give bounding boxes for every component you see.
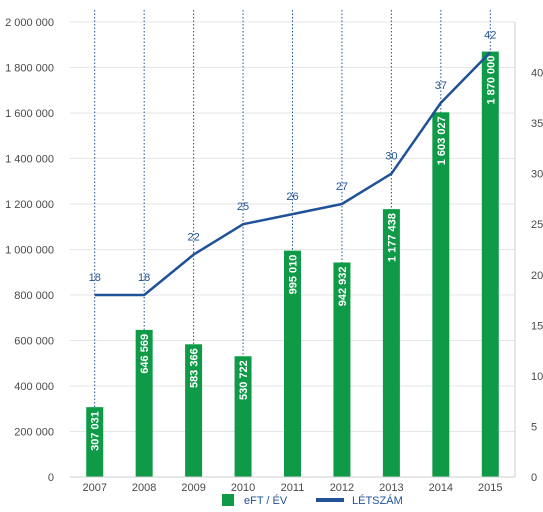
bar [333,262,351,477]
legend-label: LÉTSZÁM [352,494,403,507]
bar-value-label: 1 603 027 [436,116,448,165]
left-axis-tick-label: 1 800 000 [5,63,54,75]
right-axis-tick-label: 30 [531,169,543,181]
bar [382,209,400,477]
left-axis-tick-label: 400 000 [14,381,54,393]
left-axis-tick-label: 1 200 000 [5,199,54,211]
right-axis-tick-label: 35 [531,118,543,130]
x-axis-tick-label: 2015 [478,482,502,494]
bar-value-label: 942 932 [337,266,349,306]
line-value-label: 26 [286,191,298,203]
x-axis: 2007 2008 2009 2010 2011 2012 2013 2014 2015 [70,476,515,494]
right-axis: 0 5 10 15 20 25 30 35 40 [514,22,543,484]
x-axis-tick-label: 2014 [429,482,453,494]
legend: eFT / ÉV LÉTSZÁM [222,494,403,507]
bar-value-label: 646 569 [139,334,151,374]
x-axis-tick-label: 2011 [281,482,305,494]
bar [185,344,203,477]
legend-swatch-bar [222,494,234,506]
x-axis-tick-label: 2012 [330,482,354,494]
left-axis-tick-label: 1 000 000 [5,245,54,257]
x-axis-tick-label: 2013 [379,482,403,494]
right-axis-tick-label: 5 [531,421,537,433]
bar [86,407,104,477]
left-axis-tick-label: 200 000 [14,427,54,439]
line-value-label: 18 [138,272,150,284]
left-axis-tick-label: 1 600 000 [5,108,54,120]
line-value-label: 18 [89,272,101,284]
bar-value-label: 1 177 438 [386,213,398,262]
right-axis-tick-label: 10 [531,371,543,383]
x-axis-tick-label: 2007 [82,482,106,494]
bar [135,329,153,477]
right-axis-tick-label: 40 [531,68,543,80]
bar-value-label: 307 031 [90,411,102,451]
line-value-label: 25 [237,201,249,213]
right-axis-tick-label: 0 [531,472,537,484]
left-axis-tick-label: 1 400 000 [5,154,54,166]
x-axis-tick-label: 2010 [231,482,255,494]
legend-label: eFT / ÉV [244,494,288,507]
left-axis-tick-label: 0 [48,472,54,484]
bar-value-label: 583 366 [189,348,201,388]
right-axis-tick-label: 20 [531,270,543,282]
left-axis-tick-label: 800 000 [14,290,54,302]
left-axis-tick-label: 600 000 [14,336,54,348]
line-value-label: 22 [187,232,199,244]
x-axis-tick-label: 2009 [181,482,205,494]
bar [432,112,450,478]
line-series: 18 18 22 25 26 27 30 37 42 [89,29,496,297]
bar-value-label: 995 010 [288,255,300,295]
left-axis-tick-label: 2 000 000 [5,17,54,29]
right-axis-tick-label: 15 [531,320,543,332]
right-axis-tick-label: 25 [531,219,543,231]
bar-series: 307 031 646 569 583 366 530 722 995 010 942 9… [86,51,499,478]
bar [234,356,252,477]
line-value-label: 27 [336,181,348,193]
line-value-label: 37 [435,80,447,92]
bar [481,51,499,477]
bar-value-label: 530 722 [238,360,250,400]
bar [284,250,301,477]
bar-value-label: 1 870 000 [485,56,497,105]
left-axis: 0 200 000 400 000 600 000 800 000 1 000 000 1 … [5,17,54,484]
line-value-label: 30 [385,151,397,163]
x-axis-tick-label: 2008 [132,482,156,494]
line-value-label: 42 [484,29,496,41]
